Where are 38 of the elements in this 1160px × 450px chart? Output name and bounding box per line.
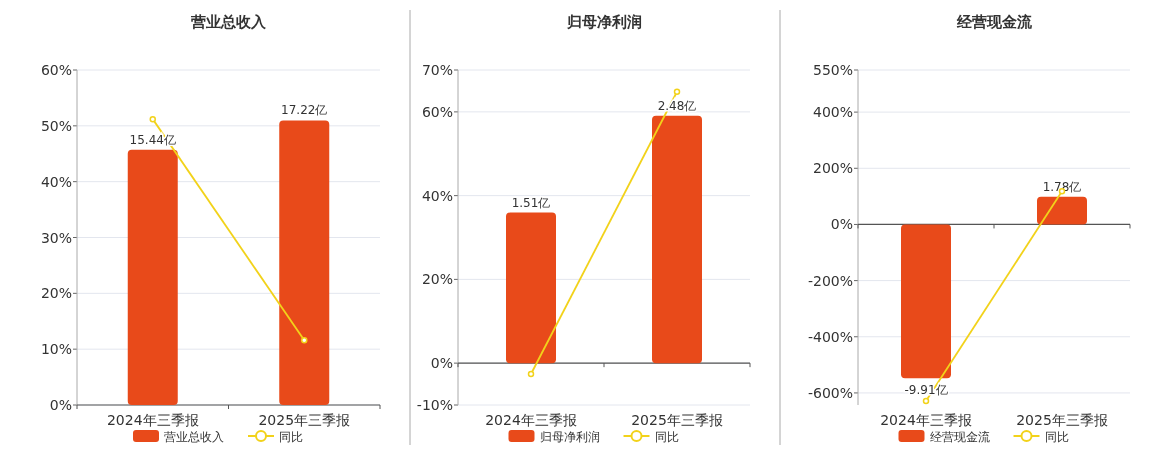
y-tick-label: 70% — [421, 62, 453, 78]
y-tick-label: -400% — [807, 328, 853, 345]
y-tick-label: 50% — [40, 117, 72, 134]
y-tick-label: 10% — [40, 341, 72, 358]
y-tick-label: 60% — [421, 103, 453, 120]
y-tick-label: 0% — [830, 216, 853, 233]
y-tick-label: 200% — [812, 160, 853, 177]
data-label: 1.51亿 — [511, 195, 551, 210]
legend-label: 同比 — [279, 430, 303, 444]
y-tick-label: 20% — [421, 271, 453, 288]
x-tick-label: 2025年三季报 — [631, 412, 723, 428]
y-tick-label: 30% — [40, 229, 72, 246]
y-tick-label: 60% — [40, 62, 72, 78]
legend-label: 同比 — [654, 430, 679, 444]
x-tick-label: 2024年三季报 — [485, 412, 577, 428]
data-label: 17.22亿 — [281, 103, 328, 118]
y-tick-label: 20% — [40, 285, 72, 302]
chart-title: 归母净利润 — [565, 13, 642, 31]
y-tick-label: 550% — [812, 62, 853, 78]
y-tick-label: 40% — [40, 173, 72, 190]
x-tick-label: 2025年三季报 — [258, 412, 351, 428]
legend-label: 营业总收入 — [164, 430, 224, 444]
chart-title: 营业总收入 — [190, 13, 267, 31]
chart-title: 经营现金流 — [955, 13, 1033, 31]
y-tick-label: -600% — [807, 384, 853, 401]
x-tick-label: 2024年三季报 — [106, 412, 199, 428]
legend-label: 经营现金流 — [929, 430, 990, 444]
y-tick-label: 400% — [812, 104, 853, 121]
y-tick-label: -200% — [807, 272, 853, 289]
y-tick-label: 0% — [49, 397, 72, 413]
data-label: 1.78亿 — [1042, 179, 1082, 194]
x-tick-label: 2025年三季报 — [1016, 412, 1108, 428]
y-tick-label: -10% — [416, 397, 453, 413]
y-tick-label: 40% — [421, 187, 453, 204]
legend-label: 同比 — [1044, 430, 1069, 444]
legend-label: 归母净利润 — [539, 430, 600, 444]
y-tick-label: 0% — [430, 355, 453, 372]
x-tick-label: 2024年三季报 — [880, 412, 972, 428]
